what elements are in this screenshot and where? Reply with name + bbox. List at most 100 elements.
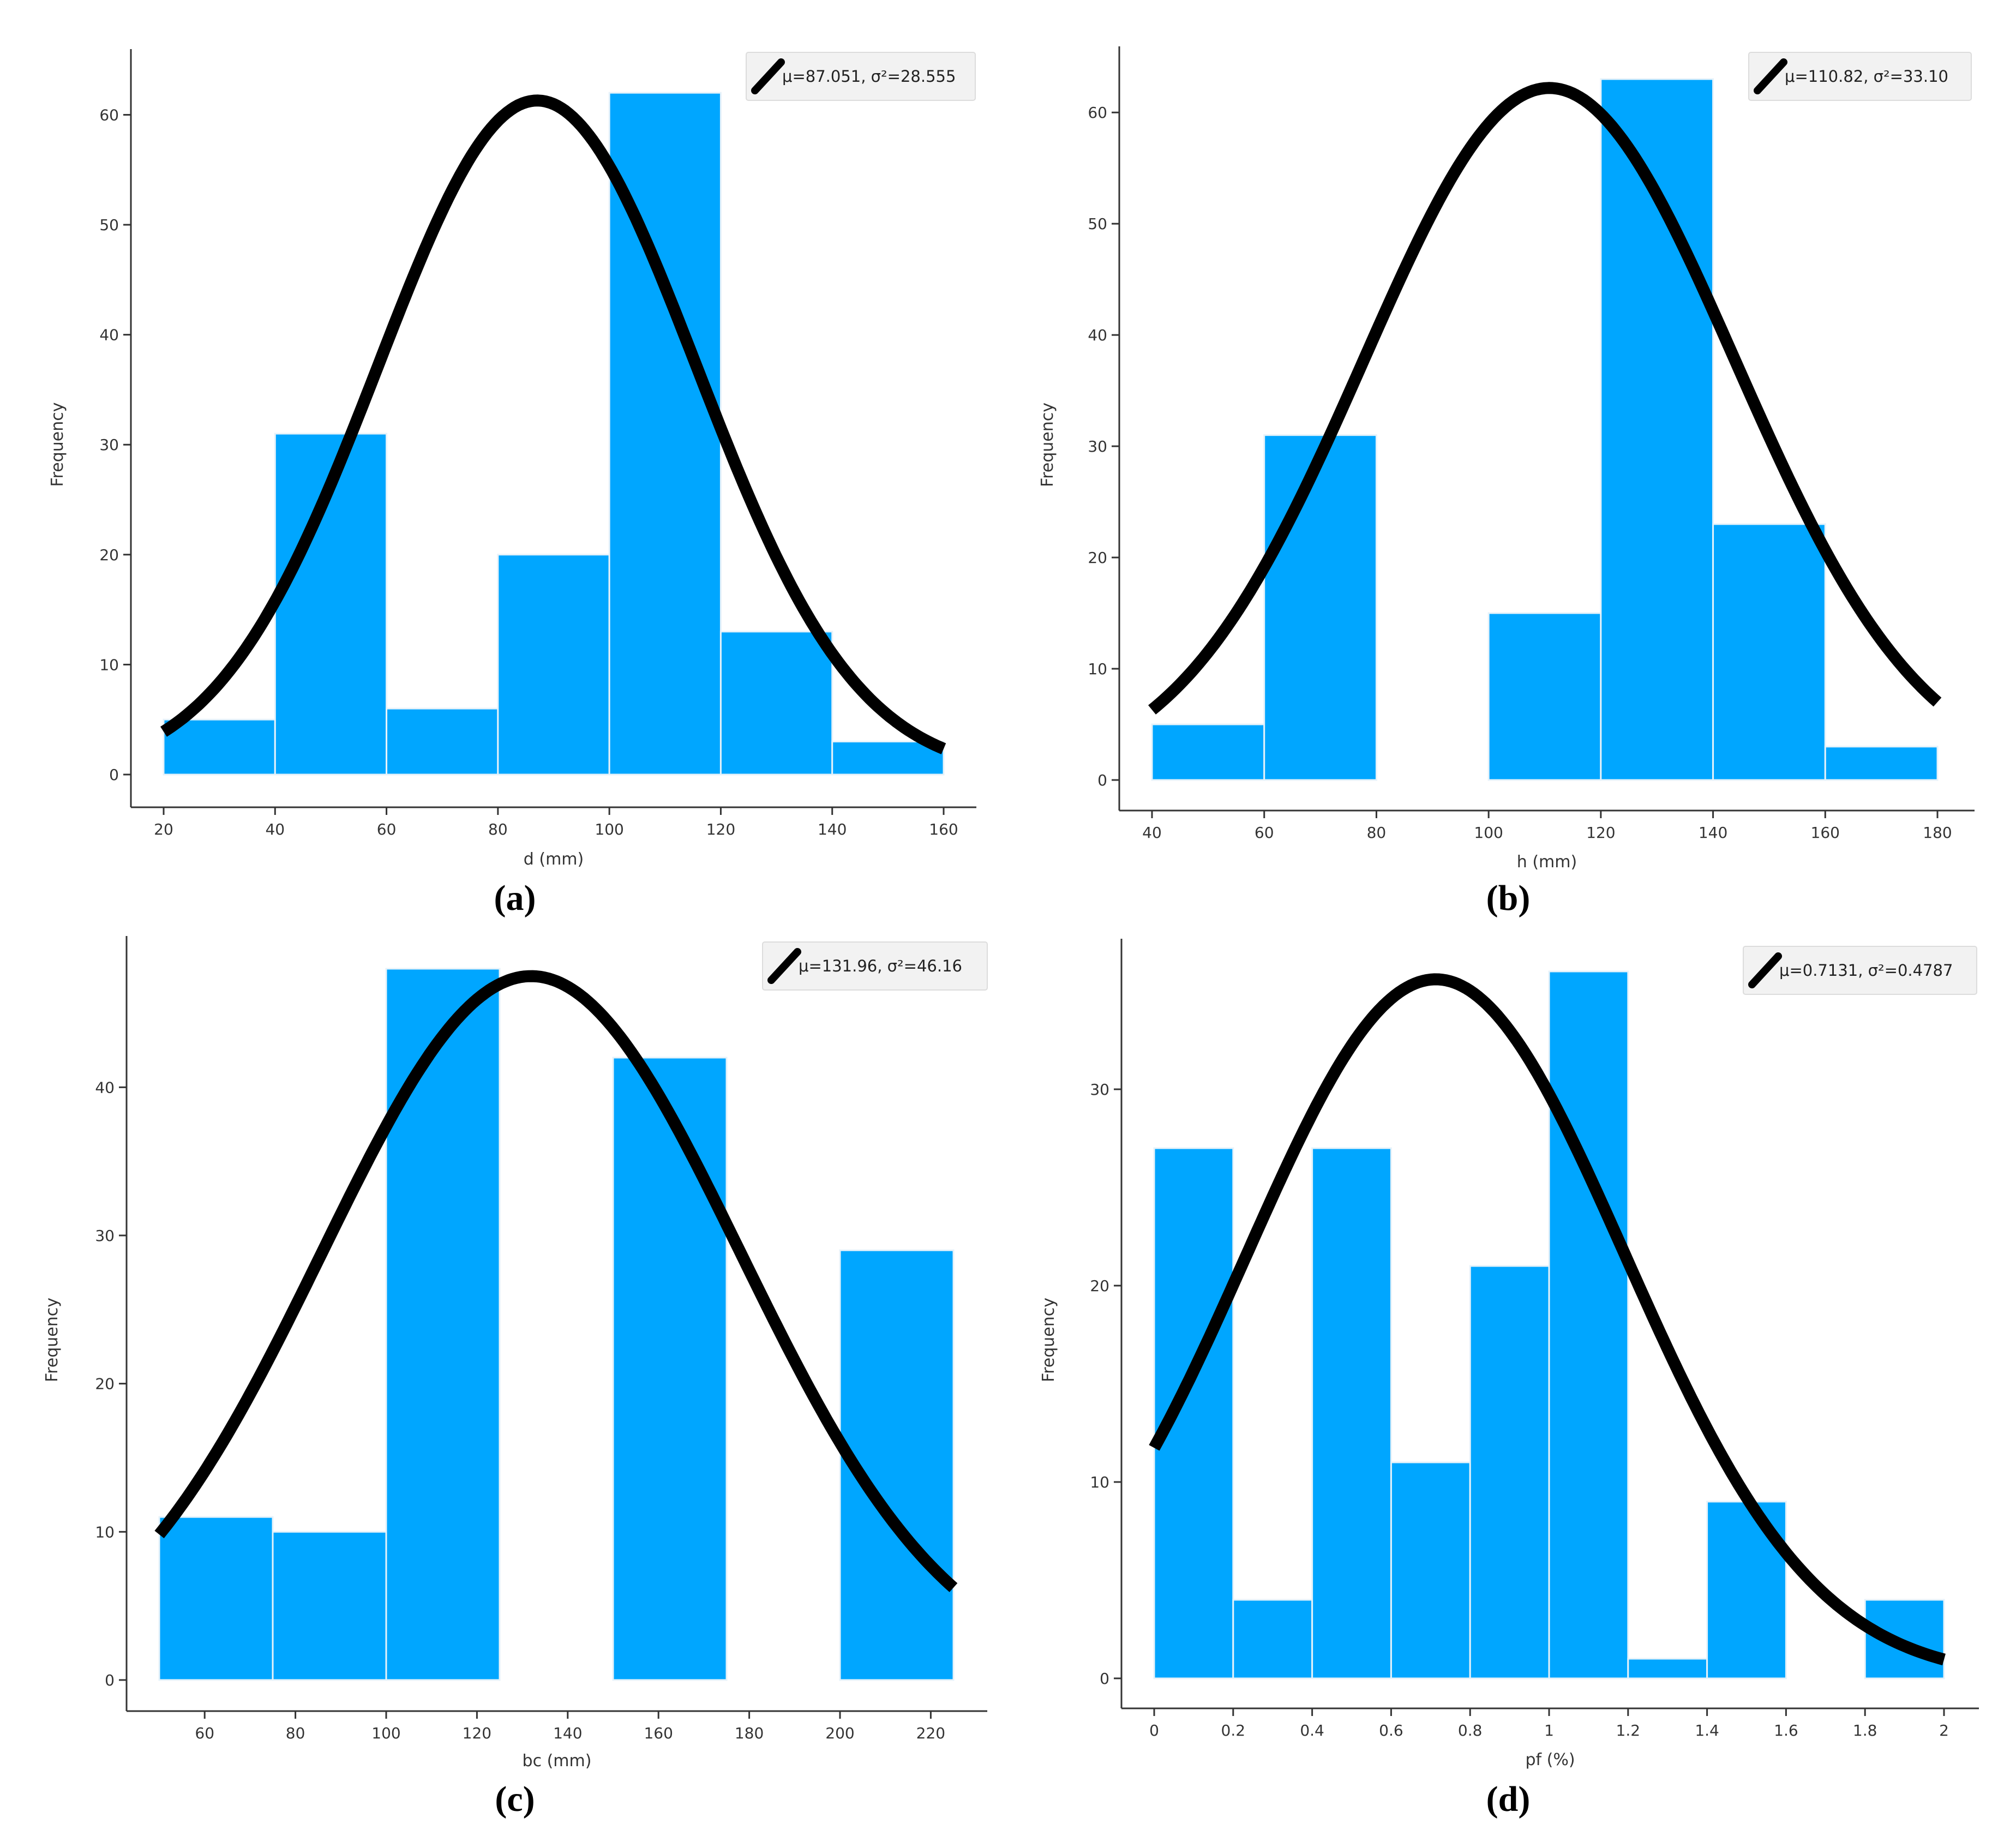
y-axis-label: Frequency (1039, 1298, 1058, 1382)
x-tick-label: 40 (1142, 824, 1162, 842)
histogram-bar (385, 968, 501, 1681)
x-tick-label: 1 (1544, 1721, 1554, 1739)
histogram-panel: 20 40 60 80 100 120 140 160 0 10 20 30 40 50 60 d (mm) F… (48, 49, 976, 918)
normal-fit-curve (1149, 973, 1946, 1666)
histogram-bar (719, 631, 833, 776)
x-tick-label: 60 (377, 820, 397, 838)
legend-box (1748, 52, 1972, 101)
histogram-bar (831, 741, 945, 776)
normal-fit-curve (1148, 82, 1942, 715)
legend-entry: μ=87.051, σ²=28.555 (782, 67, 956, 86)
x-tick-label: 40 (265, 820, 285, 838)
legend-entry: μ=0.7131, σ²=0.4787 (1779, 961, 1953, 980)
legend-line-swatch (1748, 952, 1782, 988)
panel-label: (b) (1486, 878, 1531, 918)
y-tick-label: 10 (99, 656, 119, 674)
y-tick-label: 0 (109, 766, 119, 784)
x-tick-label: 1.2 (1616, 1721, 1641, 1739)
y-tick-label: 30 (1088, 437, 1107, 455)
histogram-bars (1153, 970, 1945, 1679)
histogram-bar (1627, 1658, 1708, 1679)
histogram-bar (497, 554, 610, 776)
y-tick-label: 40 (1088, 326, 1107, 344)
x-tick-label: 1.4 (1695, 1721, 1719, 1739)
y-tick-label: 40 (95, 1078, 115, 1096)
histogram-panel: 40 60 80 100 120 140 160 180 0 10 20 30 40 50 60 h (mm)… (1038, 46, 1975, 918)
y-tick-label: 20 (1088, 549, 1107, 567)
histogram-bar (1712, 523, 1826, 781)
histogram-bars (158, 968, 955, 1681)
x-tick-label: 80 (286, 1724, 305, 1742)
x-tick-label: 80 (1367, 824, 1387, 842)
legend: μ=110.82, σ²=33.10 (1748, 52, 1972, 101)
y-tick-label: 60 (99, 106, 119, 124)
x-tick-label: 60 (1255, 824, 1274, 842)
histogram-bar (1487, 612, 1602, 781)
histogram-bar (1263, 434, 1377, 781)
y-tick-label: 50 (1088, 215, 1107, 233)
x-tick-label: 160 (1811, 824, 1840, 842)
legend-entry: μ=110.82, σ²=33.10 (1785, 67, 1948, 86)
x-tick-label: 120 (463, 1724, 491, 1742)
x-tick-label: 1.8 (1853, 1721, 1877, 1739)
x-tick-label: 200 (825, 1724, 854, 1742)
x-axis-label: h (mm) (1517, 853, 1577, 872)
histogram-bars (1151, 78, 1939, 781)
y-axis-label: Frequency (43, 1298, 62, 1382)
y-tick-label: 30 (1090, 1081, 1109, 1099)
y-tick-label: 10 (1090, 1473, 1109, 1491)
y-tick-label: 0 (1097, 771, 1107, 789)
histogram-bar (163, 718, 276, 776)
normal-fit-curve (154, 970, 958, 1592)
y-tick-label: 10 (95, 1523, 115, 1541)
legend-line-swatch (751, 58, 785, 94)
x-tick-label: 120 (706, 820, 735, 838)
x-tick-label: 20 (154, 820, 173, 838)
normal-fit-curve (160, 94, 946, 754)
panel-label: (d) (1486, 1779, 1531, 1819)
x-tick-label: 160 (929, 820, 958, 838)
legend-line-swatch (767, 948, 801, 984)
x-tick-label: 100 (595, 820, 623, 838)
legend: μ=131.96, σ²=46.16 (762, 941, 988, 991)
histogram-bar (1311, 1147, 1392, 1679)
histogram-bar (158, 1516, 274, 1681)
y-tick-label: 30 (95, 1227, 115, 1245)
x-tick-label: 80 (488, 820, 508, 838)
y-tick-label: 20 (95, 1375, 115, 1393)
x-tick-label: 140 (553, 1724, 582, 1742)
y-tick-label: 40 (99, 326, 119, 344)
x-tick-label: 220 (916, 1724, 945, 1742)
histogram-bar (1151, 723, 1265, 781)
legend: μ=0.7131, σ²=0.4787 (1743, 946, 1977, 995)
x-tick-label: 0.4 (1300, 1721, 1324, 1739)
x-tick-label: 0 (1149, 1721, 1159, 1739)
legend-entry: μ=131.96, σ²=46.16 (799, 957, 962, 975)
x-tick-label: 100 (1474, 824, 1503, 842)
x-tick-label: 0.2 (1221, 1721, 1246, 1739)
x-tick-label: 0.8 (1458, 1721, 1483, 1739)
histogram-bar (1469, 1265, 1550, 1679)
y-axis-label: Frequency (1038, 403, 1057, 487)
y-tick-label: 60 (1088, 104, 1107, 122)
x-tick-label: 180 (1923, 824, 1952, 842)
histogram-bars (163, 92, 945, 776)
histogram-panel: 60 80 100 120 140 160 180 200 220 0 10 20 30 40 bc (mm… (43, 936, 988, 1819)
y-tick-label: 20 (1090, 1277, 1109, 1295)
panel-label: (c) (495, 1779, 535, 1819)
x-tick-label: 2 (1939, 1721, 1949, 1739)
x-tick-label: 1.6 (1774, 1721, 1798, 1739)
legend-box (746, 52, 976, 101)
legend-box (762, 941, 988, 991)
histogram-bar (386, 707, 499, 776)
histogram-bar (272, 1531, 387, 1681)
y-tick-label: 0 (105, 1671, 115, 1689)
histogram-bar (1390, 1461, 1471, 1679)
legend-line-swatch (1754, 58, 1787, 94)
x-axis-label: d (mm) (524, 850, 584, 869)
histogram-bar (612, 1057, 728, 1681)
panel-label: (a) (494, 878, 536, 918)
histogram-bar (1548, 970, 1629, 1679)
x-axis-label: bc (mm) (523, 1751, 592, 1771)
x-tick-label: 60 (195, 1724, 214, 1742)
